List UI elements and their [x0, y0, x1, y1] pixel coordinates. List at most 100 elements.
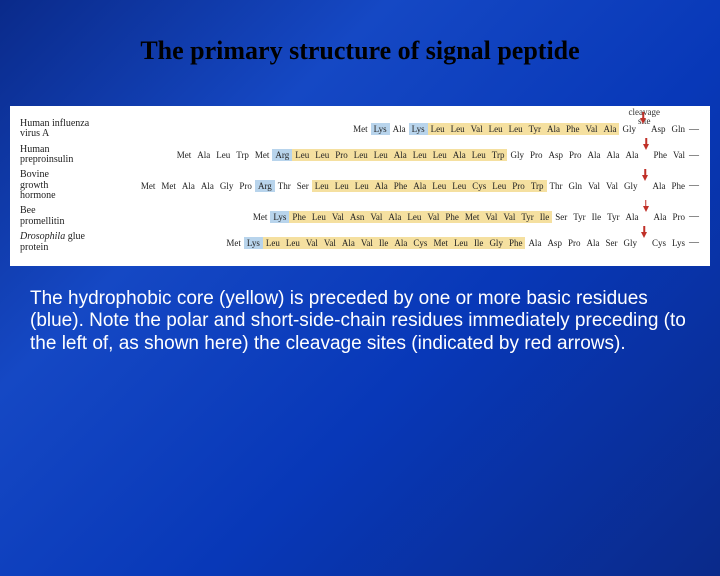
residue: Ile [471, 237, 487, 249]
residue: Asp [648, 123, 669, 135]
protein-row: BovinegrowthhormoneMetMetAlaAlaGlyProArg… [20, 170, 700, 202]
residue: Leu [213, 149, 233, 161]
residue: Pro [669, 211, 688, 223]
sequence: MetLysLeuLeuValValAlaValIleAlaCysMetLeuI… [98, 236, 700, 250]
residue: Tyr [526, 123, 544, 135]
residue: Leu [312, 149, 332, 161]
continuation-dash: — [688, 150, 700, 161]
residue: Asn [347, 211, 368, 223]
residue: Lys [244, 237, 263, 249]
residue: Leu [283, 237, 303, 249]
residue: Ala [410, 180, 429, 192]
residue: Leu [449, 180, 469, 192]
protein-name: Bovinegrowthhormone [20, 170, 98, 202]
residue: Leu [292, 149, 312, 161]
residue: Gln [566, 180, 586, 192]
residue: Val [482, 211, 500, 223]
residue: Arg [272, 149, 292, 161]
residue: Val [468, 123, 486, 135]
residue: Ala [544, 123, 563, 135]
residue: Leu [429, 180, 449, 192]
cleavage-arrow-icon [641, 236, 648, 250]
residue: Leu [332, 180, 352, 192]
protein-name: Drosophila glueprotein [20, 232, 98, 253]
residue: Ala [390, 123, 409, 135]
residue: Leu [489, 180, 509, 192]
residue: Ala [372, 180, 391, 192]
residue: Val [367, 211, 385, 223]
residue: Leu [352, 180, 372, 192]
residue: Lys [371, 123, 390, 135]
residue: Tyr [604, 211, 622, 223]
protein-row: HumanpreproinsulinMetAlaLeuTrpMetArgLeuL… [20, 144, 700, 166]
protein-name: Human influenzavirus A [20, 119, 98, 140]
residue: Val [585, 180, 603, 192]
residue: Val [582, 123, 600, 135]
residue: Pro [332, 149, 351, 161]
residue: Ser [602, 237, 620, 249]
continuation-dash: — [688, 124, 700, 135]
residue: Ala [600, 123, 619, 135]
residue: Tyr [518, 211, 536, 223]
residue: Arg [255, 180, 275, 192]
residue: Ala [623, 149, 642, 161]
residue: Pro [527, 149, 546, 161]
residue: Val [358, 237, 376, 249]
continuation-dash: — [688, 237, 700, 248]
residue: Val [500, 211, 518, 223]
residue: Leu [451, 237, 471, 249]
residue: Met [252, 149, 273, 161]
sequence: MetLysAlaLysLeuLeuValLeuLeuTyrAlaPheValA… [98, 122, 700, 136]
residue: Ala [391, 149, 410, 161]
residue: Phe [289, 211, 309, 223]
residue: Leu [312, 180, 332, 192]
residue: Leu [410, 149, 430, 161]
protein-row: BeepromellitinMetLysPheLeuValAsnValAlaLe… [20, 206, 700, 228]
residue: Asp [545, 149, 566, 161]
residue: Ala [179, 180, 198, 192]
residue: Trp [233, 149, 252, 161]
residue: Ala [583, 237, 602, 249]
residue: Lys [270, 211, 289, 223]
residue: Phe [669, 180, 689, 192]
residue: Met [462, 211, 483, 223]
slide-title: The primary structure of signal peptide [0, 36, 720, 66]
cleavage-arrow-icon [640, 122, 647, 136]
residue: Ile [589, 211, 605, 223]
residue: Cys [649, 237, 669, 249]
residue: Leu [263, 237, 283, 249]
residue: Ala [339, 237, 358, 249]
residue: Leu [309, 211, 329, 223]
residue: Ala [450, 149, 469, 161]
residue: Asp [544, 237, 565, 249]
residue: Ile [537, 211, 553, 223]
residue: Gln [669, 123, 689, 135]
residue: Met [250, 211, 271, 223]
residue: Ala [622, 211, 641, 223]
cleavage-arrow-icon [642, 210, 649, 224]
residue: Cys [469, 180, 489, 192]
cleavage-arrow-icon [643, 148, 650, 162]
residue: Trp [528, 180, 547, 192]
sequence-panel: cleavagesite Human influenzavirus AMetLy… [10, 106, 710, 266]
residue: Pro [236, 180, 255, 192]
residue: Phe [442, 211, 462, 223]
sequence: MetMetAlaAlaGlyProArgThrSerLeuLeuLeuAlaP… [98, 179, 700, 193]
residue: Val [424, 211, 442, 223]
sequence: MetLysPheLeuValAsnValAlaLeuValPheMetValV… [98, 210, 700, 224]
residue: Leu [486, 123, 506, 135]
residue: Gly [507, 149, 527, 161]
residue: Leu [430, 149, 450, 161]
residue: Gly [217, 180, 237, 192]
residue: Phe [506, 237, 526, 249]
residue: Pro [565, 237, 584, 249]
residue: Ser [294, 180, 312, 192]
residue: Ala [198, 180, 217, 192]
residue: Leu [469, 149, 489, 161]
residue: Cys [410, 237, 430, 249]
residue: Met [430, 237, 451, 249]
residue: Ser [552, 211, 570, 223]
residue: Tyr [570, 211, 588, 223]
residue: Leu [371, 149, 391, 161]
residue: Phe [563, 123, 583, 135]
